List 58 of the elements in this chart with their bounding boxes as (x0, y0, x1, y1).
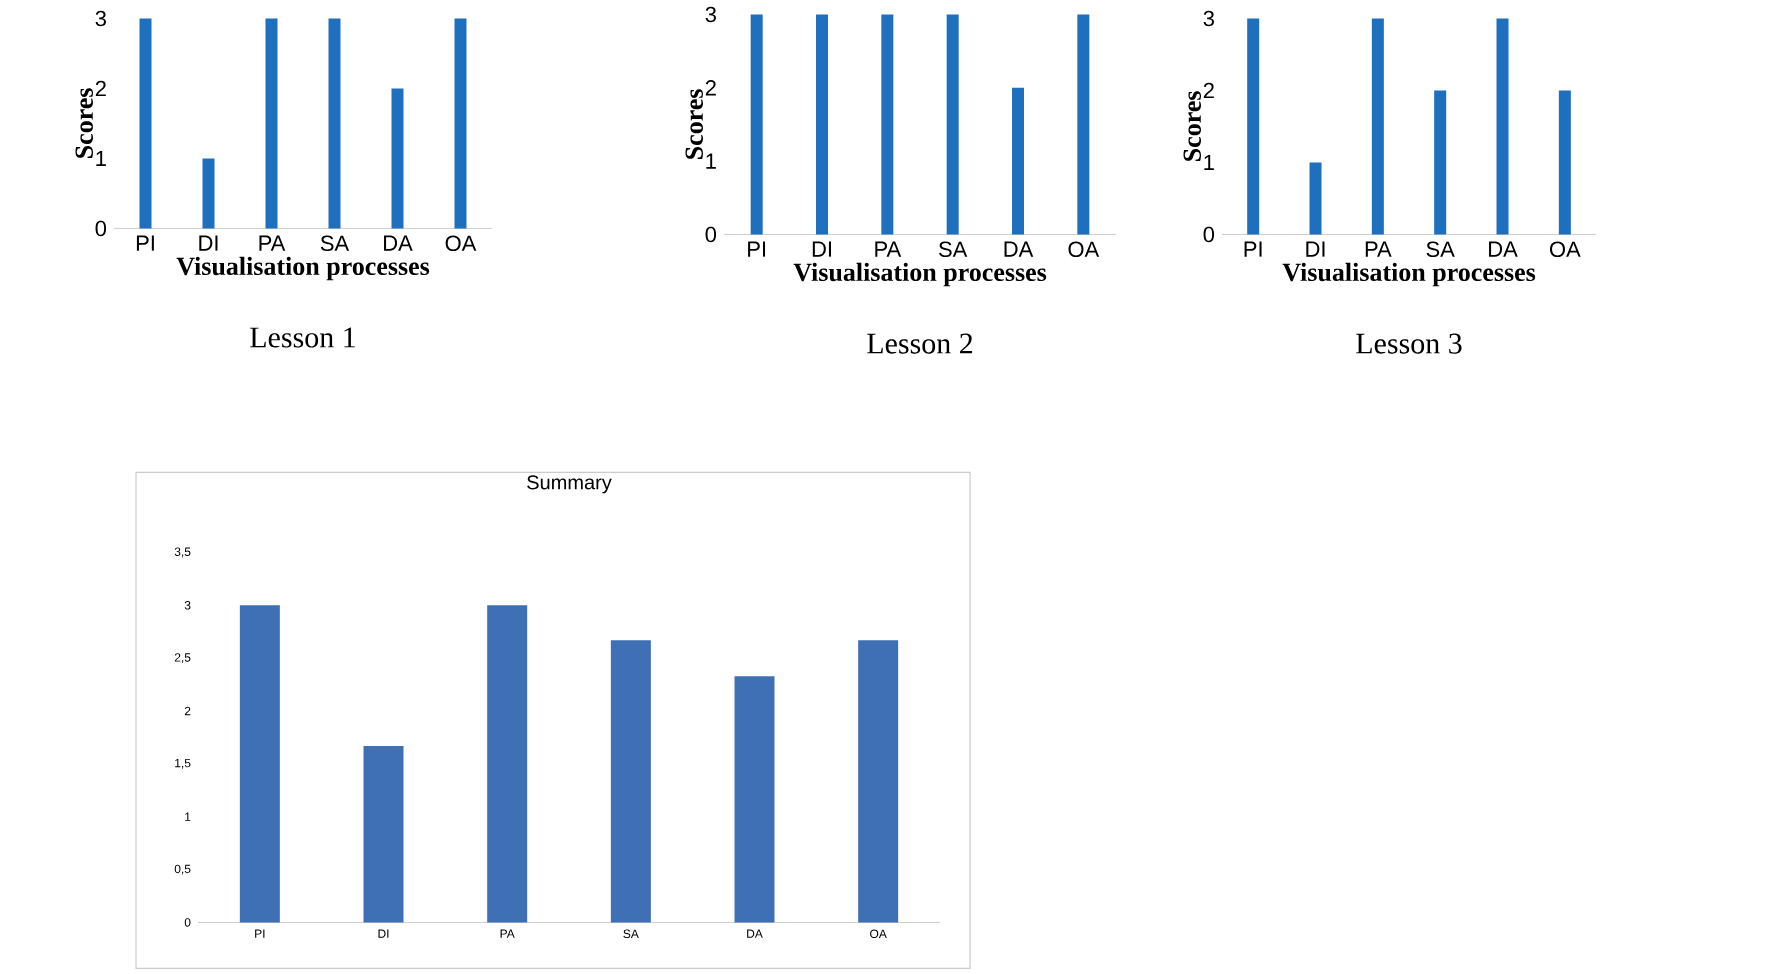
x-axis-title: Visualisation processes (176, 256, 430, 281)
y-tick-label: 0 (705, 226, 717, 243)
chart-title: Summary (527, 475, 612, 494)
bar (1247, 18, 1260, 235)
bar (454, 18, 467, 229)
x-tick-label: DA (1489, 241, 1518, 257)
x-tick-label: OA (445, 235, 477, 251)
x-tick-label: OA (1068, 241, 1100, 257)
x-tick-label: SA (320, 235, 350, 251)
text: Lesson 3 (1356, 333, 1462, 354)
bar (1558, 90, 1571, 235)
x-axis-title: Visualisation processes (1282, 262, 1536, 287)
y-tick-label: 2 (1203, 82, 1214, 98)
y-tick-label: 1 (706, 153, 716, 169)
x-tick-label: SA (1426, 241, 1455, 257)
bar (265, 18, 278, 229)
bar (202, 158, 215, 229)
x-tick-label: DI (812, 241, 831, 257)
bar (239, 605, 280, 923)
x-axis-title: Visualisation processes (793, 262, 1047, 287)
bar (1434, 90, 1447, 235)
bar (610, 639, 651, 923)
x-tick-label: DA (1004, 241, 1034, 257)
x-tick-label: PA (875, 241, 902, 257)
x-tick-label: DI (1306, 241, 1325, 257)
bar (487, 605, 528, 923)
bar (858, 639, 899, 923)
x-tick-label: OA (1549, 241, 1581, 257)
y-tick-label: 1 (1204, 154, 1214, 170)
bar (1371, 18, 1384, 235)
y-axis-title: Scores (685, 88, 703, 159)
x-tick-label: PI (136, 235, 154, 251)
x-tick-label: PI (1244, 241, 1262, 257)
x-tick-label: PI (748, 241, 766, 257)
text: Lesson 1 (250, 327, 355, 348)
bar (328, 18, 341, 229)
x-tick-label: SA (939, 241, 968, 257)
y-tick-label: 3 (95, 10, 106, 27)
y-tick-label: 3 (705, 6, 716, 23)
y-tick-label: 2 (705, 79, 716, 96)
text: Lesson 2 (867, 333, 973, 354)
x-tick-label: DI (199, 235, 218, 251)
bar (734, 675, 775, 923)
bar (1309, 162, 1322, 235)
bar (1496, 18, 1509, 235)
y-tick-label: 0 (95, 220, 107, 237)
y-tick-label: 2 (95, 80, 106, 96)
y-tick-label: 0 (1203, 226, 1215, 243)
y-axis-title: Scores (1183, 90, 1201, 161)
x-tick-label: DA (384, 235, 413, 251)
y-tick-label: 1 (96, 150, 106, 166)
x-tick-label: PA (1365, 241, 1392, 257)
y-tick-label: 3 (1203, 10, 1214, 27)
bar (391, 88, 404, 229)
x-tick-label: PA (259, 235, 286, 251)
y-axis-title: Scores (75, 87, 93, 158)
bar (363, 745, 404, 923)
bar (139, 18, 152, 229)
